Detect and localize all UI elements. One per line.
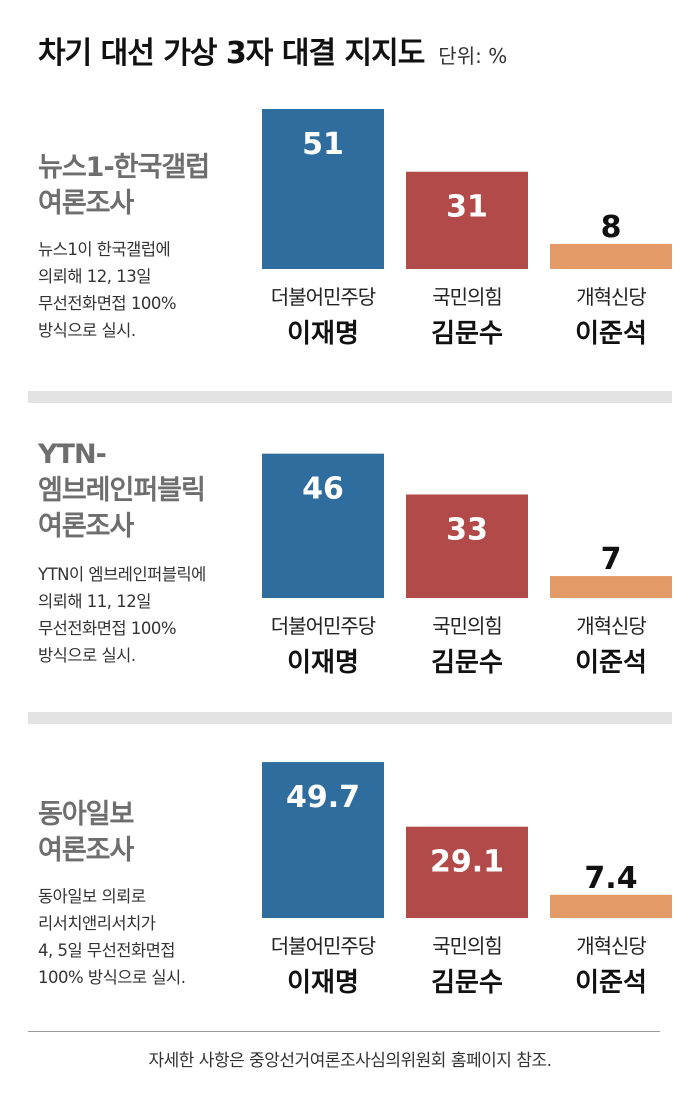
survey-note: 뉴스1이 한국갤럽에 의뢰해 12, 13일 무선전화면접 100% 방식으로 … (38, 236, 263, 344)
section-divider (28, 712, 672, 724)
survey-name-line: 여론조사 (38, 835, 134, 866)
candidate-label: 이재명 (287, 968, 359, 998)
data-label: 49.7 (286, 780, 360, 815)
survey-note-line: YTN이 엠브레인퍼블릭에 (38, 565, 206, 584)
candidate-label: 이재명 (287, 319, 359, 349)
data-label: 8 (601, 210, 622, 245)
survey-panel-1: 뉴스1-한국갤럽 여론조사 뉴스1이 한국갤럽에 의뢰해 12, 13일 무선전… (0, 106, 700, 386)
candidate-label: 김문수 (431, 648, 503, 678)
candidate-label: 이준석 (575, 648, 647, 678)
footer-note: 자세한 사항은 중앙선거여론조사심의위원회 홈페이지 참조. (148, 1051, 552, 1071)
survey-name: 동아일보 여론조사 (38, 797, 258, 869)
candidate-label: 이준석 (575, 968, 647, 998)
survey-note-line: 방식으로 실시. (38, 321, 136, 340)
chart-header: 차기 대선 가상 3자 대결 지지도 단위: % (38, 28, 678, 74)
bar (550, 894, 672, 918)
chart-title: 차기 대선 가상 3자 대결 지지도 (38, 36, 425, 71)
data-label: 29.1 (430, 845, 504, 880)
party-label: 국민의힘 (432, 285, 502, 309)
data-label: 33 (446, 512, 488, 547)
party-label: 국민의힘 (432, 614, 502, 638)
bar (406, 494, 528, 598)
data-label: 46 (302, 472, 344, 507)
survey-name-line: 여론조사 (38, 188, 134, 219)
survey-note-line: 리서치앤리서치가 (38, 914, 156, 933)
survey-note-line: 뉴스1이 한국갤럽에 (38, 240, 171, 259)
survey-name: YTN- 엠브레인퍼블릭 여론조사 (38, 437, 258, 545)
data-label: 7 (601, 542, 622, 577)
survey-note-line: 무선전화면접 100% (38, 294, 177, 313)
survey-panel-3: 동아일보 여론조사 동아일보 의뢰로 리서치앤리서치가 4, 5일 무선전화면접… (0, 755, 700, 1035)
candidate-label: 김문수 (431, 319, 503, 349)
survey-note-line: 방식으로 실시. (38, 646, 136, 665)
survey-note: 동아일보 의뢰로 리서치앤리서치가 4, 5일 무선전화면접 100% 방식으로… (38, 883, 263, 991)
survey-note-line: 4, 5일 무선전화면접 (38, 941, 176, 960)
bar (262, 109, 384, 269)
survey-name-line: 동아일보 (38, 799, 134, 830)
section-divider (28, 391, 672, 403)
survey-name-line: 뉴스1-한국갤럽 (38, 152, 210, 183)
bar (550, 576, 672, 598)
party-label: 국민의힘 (432, 934, 502, 958)
bar (406, 826, 528, 918)
bar (262, 453, 384, 598)
survey-note-line: 동아일보 의뢰로 (38, 887, 146, 906)
party-label: 더불어민주당 (271, 285, 376, 309)
party-label: 개혁신당 (576, 285, 646, 309)
data-label: 7.4 (584, 861, 637, 896)
bar (550, 243, 672, 269)
party-label: 더불어민주당 (271, 614, 376, 638)
bar (262, 762, 384, 918)
survey-note: YTN이 엠브레인퍼블릭에 의뢰해 11, 12일 무선전화면접 100% 방식… (38, 561, 263, 669)
data-label: 51 (302, 127, 344, 162)
bar (406, 171, 528, 269)
unit-label: 단위: % (438, 44, 508, 68)
survey-name-line: YTN- (38, 439, 107, 470)
survey-name: 뉴스1-한국갤럽 여론조사 (38, 150, 258, 222)
candidate-label: 이재명 (287, 648, 359, 678)
survey-note-line: 의뢰해 12, 13일 (38, 267, 151, 286)
candidate-label: 이준석 (575, 319, 647, 349)
survey-note-line: 의뢰해 11, 12일 (38, 592, 151, 611)
party-label: 더불어민주당 (271, 934, 376, 958)
survey-name-line: 여론조사 (38, 511, 134, 542)
survey-panel-2: YTN- 엠브레인퍼블릭 여론조사 YTN이 엠브레인퍼블릭에 의뢰해 11, … (0, 435, 700, 715)
party-label: 개혁신당 (576, 934, 646, 958)
survey-note-line: 100% 방식으로 실시. (38, 968, 186, 987)
survey-note-line: 무선전화면접 100% (38, 619, 177, 638)
survey-name-line: 엠브레인퍼블릭 (38, 475, 206, 506)
footer-divider (28, 1031, 660, 1032)
data-label: 31 (446, 190, 488, 225)
candidate-label: 김문수 (431, 968, 503, 998)
party-label: 개혁신당 (576, 614, 646, 638)
